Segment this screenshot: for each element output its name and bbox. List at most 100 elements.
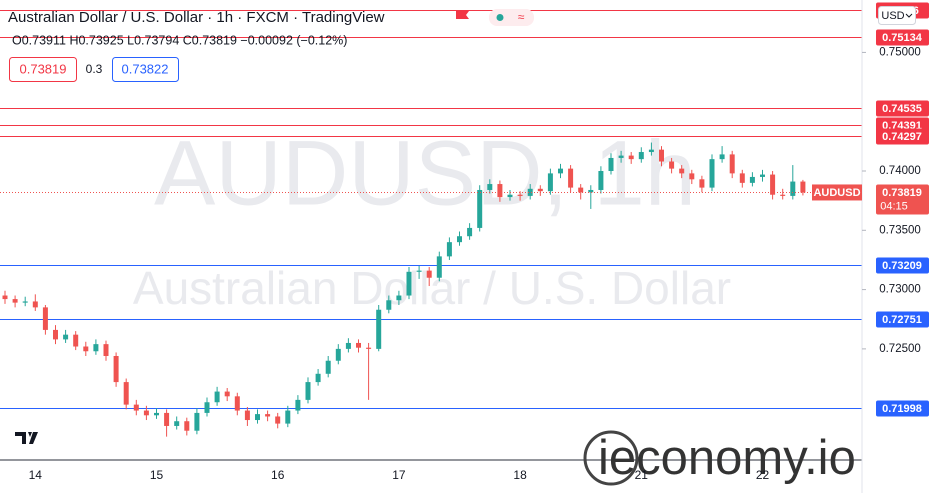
candle-body bbox=[598, 171, 604, 190]
candle-body bbox=[42, 307, 48, 330]
candle-body bbox=[103, 344, 109, 356]
candle-body bbox=[164, 412, 170, 426]
candle-body bbox=[467, 227, 473, 237]
candle-body bbox=[315, 373, 321, 383]
level-label: 0.72751 bbox=[882, 314, 922, 326]
level-label-box bbox=[876, 257, 929, 274]
y-tick-label: 0.73500 bbox=[879, 224, 921, 236]
candle-body bbox=[709, 159, 715, 188]
candle-body bbox=[790, 181, 796, 196]
currency-caret bbox=[905, 13, 913, 18]
candle-body bbox=[588, 189, 594, 193]
level-label-box bbox=[876, 128, 929, 145]
candle-body bbox=[73, 334, 79, 347]
candle-body bbox=[558, 168, 563, 174]
candle-body bbox=[770, 174, 776, 195]
chart-title: Australian Dollar / U.S. Dollar · 1h · F… bbox=[8, 9, 385, 26]
logo-shape bbox=[15, 432, 38, 444]
x-tick-label: 16 bbox=[271, 468, 285, 482]
level-label: 0.75134 bbox=[882, 32, 923, 44]
level-label-box bbox=[876, 29, 929, 46]
bid-price[interactable]: 0.73819 bbox=[20, 61, 67, 76]
candle-body bbox=[618, 155, 624, 158]
candle-body bbox=[416, 270, 422, 272]
y-tick-label: 0.72500 bbox=[879, 343, 921, 355]
brand-text: ieconomy.io bbox=[598, 431, 856, 485]
candle-body bbox=[32, 301, 38, 308]
candle-body bbox=[285, 410, 291, 424]
x-tick-label: 18 bbox=[513, 468, 527, 482]
plot-area bbox=[0, 10, 862, 437]
candle-body bbox=[669, 161, 675, 169]
candle-body bbox=[527, 188, 533, 196]
level-label: 0.74535 bbox=[882, 103, 922, 115]
candle-body bbox=[396, 295, 402, 301]
candle-body bbox=[123, 382, 129, 405]
level-label-box bbox=[876, 100, 929, 117]
countdown-label: 04:15 bbox=[880, 200, 908, 212]
candle-body bbox=[648, 149, 654, 153]
candle-body bbox=[194, 412, 200, 431]
candle-body bbox=[325, 360, 331, 374]
x-tick-label: 17 bbox=[392, 468, 406, 482]
candle-body bbox=[366, 347, 372, 349]
candle-body bbox=[760, 174, 765, 177]
candle-body bbox=[568, 168, 574, 188]
candle-body bbox=[719, 154, 725, 160]
brand-circle bbox=[583, 430, 639, 486]
ask-price[interactable]: 0.73822 bbox=[122, 61, 169, 76]
candle-body bbox=[295, 399, 301, 411]
candle-body bbox=[2, 295, 8, 300]
candle-body bbox=[749, 176, 755, 183]
candle-body bbox=[265, 414, 271, 417]
x-tick-label: 21 bbox=[635, 468, 649, 482]
candle-body bbox=[22, 301, 28, 303]
candle-body bbox=[184, 421, 190, 431]
candle-body bbox=[335, 348, 341, 361]
y-tick-label: 0.74000 bbox=[879, 165, 921, 177]
candle-body bbox=[426, 270, 432, 278]
candle-body bbox=[386, 300, 392, 310]
currency-box[interactable] bbox=[878, 6, 916, 25]
spread: 0.3 bbox=[86, 62, 103, 76]
currency-select[interactable]: USD bbox=[878, 6, 916, 25]
candle-body bbox=[376, 309, 382, 349]
candle-body bbox=[659, 149, 664, 162]
sell-button[interactable] bbox=[9, 57, 77, 82]
level-label-box bbox=[876, 400, 929, 417]
symbol-label: AUDUSD bbox=[813, 187, 860, 199]
status-pill bbox=[489, 9, 534, 26]
candle-body bbox=[517, 194, 523, 196]
buy-button[interactable] bbox=[112, 57, 179, 82]
x-tick-label: 15 bbox=[150, 468, 164, 482]
candle-body bbox=[699, 179, 705, 188]
last-price-label: 0.73819 bbox=[882, 187, 922, 199]
y-tick-label: 0.75000 bbox=[879, 46, 921, 58]
x-tick-label: 22 bbox=[756, 468, 770, 482]
tradingview-logo bbox=[15, 432, 38, 444]
y-tick-label: 0.73000 bbox=[879, 284, 921, 296]
candle-body bbox=[547, 173, 553, 192]
candle-body bbox=[497, 184, 503, 198]
candle-body bbox=[244, 410, 250, 421]
candle-body bbox=[93, 344, 99, 352]
watermark-name: Australian Dollar / U.S. Dollar bbox=[133, 262, 731, 314]
candle-body bbox=[780, 194, 786, 196]
candle-body bbox=[255, 414, 260, 421]
candle-body bbox=[305, 382, 311, 400]
x-tick-label: 14 bbox=[29, 468, 43, 482]
candle-body bbox=[53, 329, 58, 340]
candle-body bbox=[12, 299, 18, 303]
candle-body bbox=[224, 391, 230, 397]
level-label-box bbox=[876, 311, 929, 328]
candle-body bbox=[83, 346, 89, 352]
candle-body bbox=[174, 421, 180, 426]
currency-label[interactable]: USD bbox=[881, 10, 904, 22]
watermark-symbol: AUDUSD, 1h bbox=[154, 122, 696, 224]
status-dot bbox=[496, 14, 504, 21]
level-label: 0.74297 bbox=[882, 131, 922, 143]
candle-body bbox=[356, 342, 361, 348]
symbol-label-box bbox=[812, 184, 862, 201]
